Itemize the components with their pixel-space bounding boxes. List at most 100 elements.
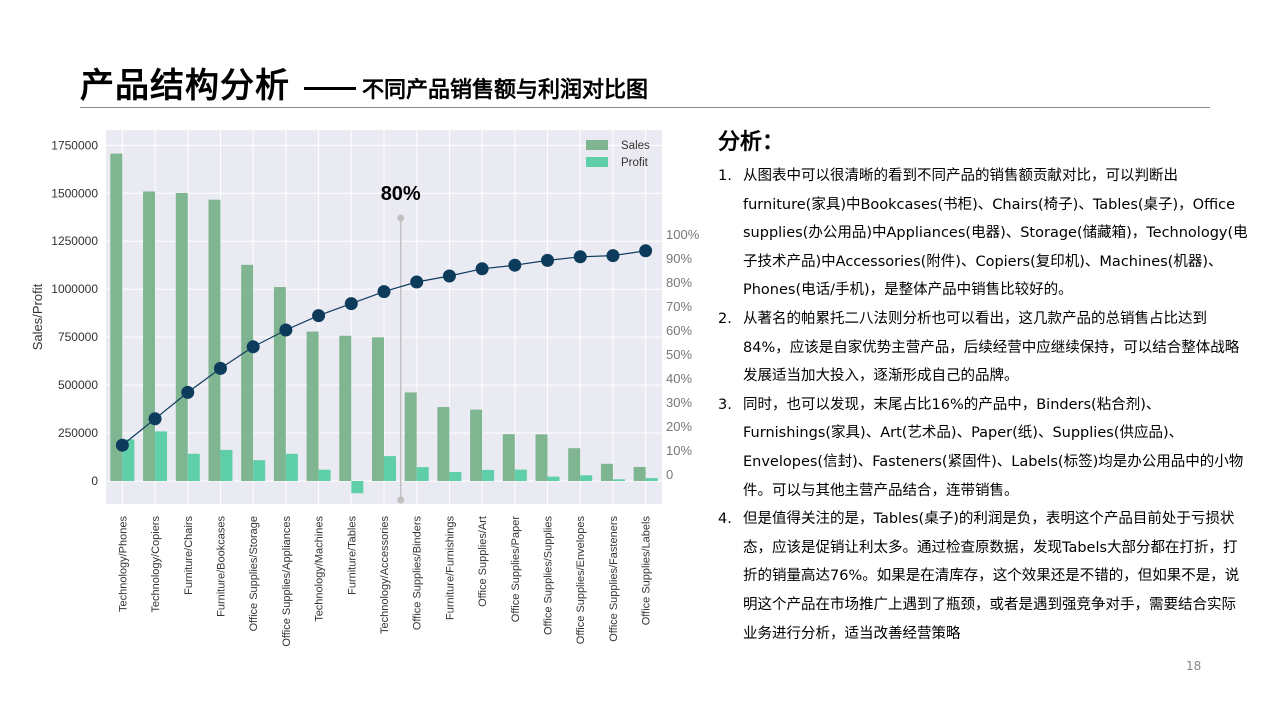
- cumulative-point: [639, 244, 653, 258]
- analysis-point-number: 1.: [718, 168, 732, 184]
- y-tick-label: 1250000: [51, 234, 98, 248]
- cumulative-point: [410, 275, 424, 289]
- profit-bar: [220, 449, 233, 481]
- x-tick-label: Technology/Machines: [314, 516, 326, 622]
- sales-bar: [306, 331, 319, 481]
- analysis-panel: 分析： 1. 从图表中可以很清晰的看到不同产品的销售额贡献对比，可以判断出furn…: [718, 124, 1248, 648]
- x-tick-label: Technology/Accessories: [379, 516, 391, 635]
- y-tick-label: 750000: [58, 330, 98, 344]
- x-tick-label: Office Supplies/Fasteners: [608, 516, 620, 642]
- sales-bar: [241, 264, 254, 481]
- cumulative-point: [573, 250, 587, 264]
- cumulative-point: [279, 323, 293, 337]
- title-divider: [80, 107, 1210, 108]
- analysis-point-text: 从图表中可以很清晰的看到不同产品的销售额贡献对比，可以判断出furniture(…: [743, 168, 1248, 299]
- y2-tick-label: 60%: [666, 323, 692, 338]
- x-tick-label: Office Supplies/Appliances: [281, 516, 293, 647]
- y2-tick-label: 40%: [666, 371, 692, 386]
- x-tick-label: Office Supplies/Storage: [248, 516, 260, 631]
- analysis-point-number: 2.: [718, 310, 732, 327]
- page-number: 18: [1186, 659, 1202, 673]
- y2-tick-label: 50%: [666, 347, 692, 362]
- x-tick-label: Furniture/Chairs: [183, 516, 195, 595]
- x-tick-label: Furniture/Bookcases: [215, 516, 227, 617]
- profit-bar: [612, 479, 625, 481]
- cumulative-point: [246, 340, 260, 354]
- analysis-point-text: 从著名的帕累托二八法则分析也可以看出，这几款产品的总销售占比达到84%，应该是自…: [743, 310, 1240, 385]
- profit-bar: [547, 476, 560, 481]
- x-tick-label: Office Supplies/Binders: [412, 516, 424, 631]
- profit-bar: [122, 439, 135, 481]
- analysis-point-text: 同时，也可以发现，末尾占比16%的产品中，Binders(粘合剂)、Furnis…: [743, 396, 1244, 499]
- threshold-label: 80%: [381, 183, 421, 205]
- sales-bar: [175, 192, 188, 481]
- x-tick-label: Office Supplies/Supplies: [543, 516, 555, 636]
- sales-bar: [600, 463, 613, 481]
- threshold-end-bottom: [397, 496, 405, 504]
- profit-bar: [285, 453, 298, 481]
- sales-bar: [568, 448, 581, 481]
- analysis-point: 2. 从著名的帕累托二八法则分析也可以看出，这几款产品的总销售占比达到84%，应该…: [718, 305, 1248, 391]
- legend-swatch: [586, 157, 608, 167]
- legend-label: Profit: [621, 157, 649, 169]
- profit-bar: [416, 467, 429, 481]
- cumulative-point: [541, 253, 555, 267]
- y-tick-label: 500000: [58, 378, 98, 392]
- threshold-end-top: [397, 214, 405, 222]
- y2-tick-label: 70%: [666, 299, 692, 314]
- y2-tick-label: 20%: [666, 419, 692, 434]
- y2-tick-label: 80%: [666, 275, 692, 290]
- sales-bar: [110, 153, 123, 481]
- pareto-chart: 0 250000 500000 750000 1000000 1250000 1500000…: [30, 130, 700, 647]
- cumulative-point: [213, 361, 227, 375]
- sales-bar: [633, 466, 646, 481]
- x-tick-label: Office Supplies/Paper: [510, 516, 522, 623]
- y-tick-label: 250000: [58, 426, 98, 440]
- profit-bar: [253, 460, 266, 481]
- profit-bar: [351, 480, 364, 494]
- legend-label: Sales: [621, 140, 650, 152]
- y-tick-label: 0: [91, 474, 98, 488]
- x-tick-label: Office Supplies/Labels: [641, 516, 653, 626]
- profit-bar: [449, 471, 462, 481]
- profit-bar: [318, 469, 331, 481]
- y-axis-label: Sales/Profit: [30, 283, 45, 350]
- y-tick-label: 1500000: [51, 186, 98, 200]
- y2-tick-label: 100%: [666, 227, 700, 242]
- x-tick-label: Furniture/Tables: [346, 516, 358, 595]
- sales-bar: [339, 335, 352, 481]
- sales-bar: [437, 407, 450, 481]
- analysis-point: 3. 同时，也可以发现，末尾占比16%的产品中，Binders(粘合剂)、Furn…: [718, 391, 1248, 505]
- analysis-heading: 分析：: [718, 130, 785, 155]
- y2-tick-label: 10%: [666, 443, 692, 458]
- sales-bar: [208, 199, 221, 481]
- x-tick-label: Furniture/Furnishings: [444, 516, 456, 620]
- legend-swatch: [586, 140, 608, 150]
- profit-bar: [514, 469, 527, 481]
- x-tick-label: Technology/Copiers: [150, 516, 162, 613]
- sales-bar: [404, 392, 417, 481]
- cumulative-point: [606, 249, 620, 263]
- cumulative-point: [148, 412, 162, 426]
- analysis-point-text: 但是值得关注的是，Tables(桌子)的利润是负，表明这个产品目前处于亏损状态，…: [743, 511, 1240, 642]
- y2-tick-label: 30%: [666, 395, 692, 410]
- cumulative-point: [181, 385, 195, 399]
- sub-title: 不同产品销售额与利润对比图: [362, 78, 649, 103]
- profit-bar: [155, 431, 168, 481]
- profit-bar: [645, 478, 658, 481]
- analysis-point: 4. 但是值得关注的是，Tables(桌子)的利润是负，表明这个产品目前处于亏损状…: [718, 505, 1248, 648]
- x-tick-label: Office Supplies/Art: [477, 516, 489, 607]
- sales-bar: [273, 287, 286, 481]
- sales-bar: [535, 434, 548, 481]
- cumulative-point: [377, 285, 391, 299]
- sales-bar: [470, 409, 483, 481]
- sales-bar: [372, 337, 384, 481]
- cumulative-point: [344, 297, 358, 311]
- cumulative-point: [475, 262, 489, 276]
- profit-bar: [187, 453, 200, 481]
- y-tick-label: 1000000: [51, 282, 98, 296]
- slide-title: 产品结构分析 不同产品销售额与利润对比图: [80, 58, 648, 106]
- cumulative-point: [312, 309, 326, 323]
- x-tick-label: Office Supplies/Envelopes: [575, 516, 587, 645]
- title-dash: [304, 87, 356, 90]
